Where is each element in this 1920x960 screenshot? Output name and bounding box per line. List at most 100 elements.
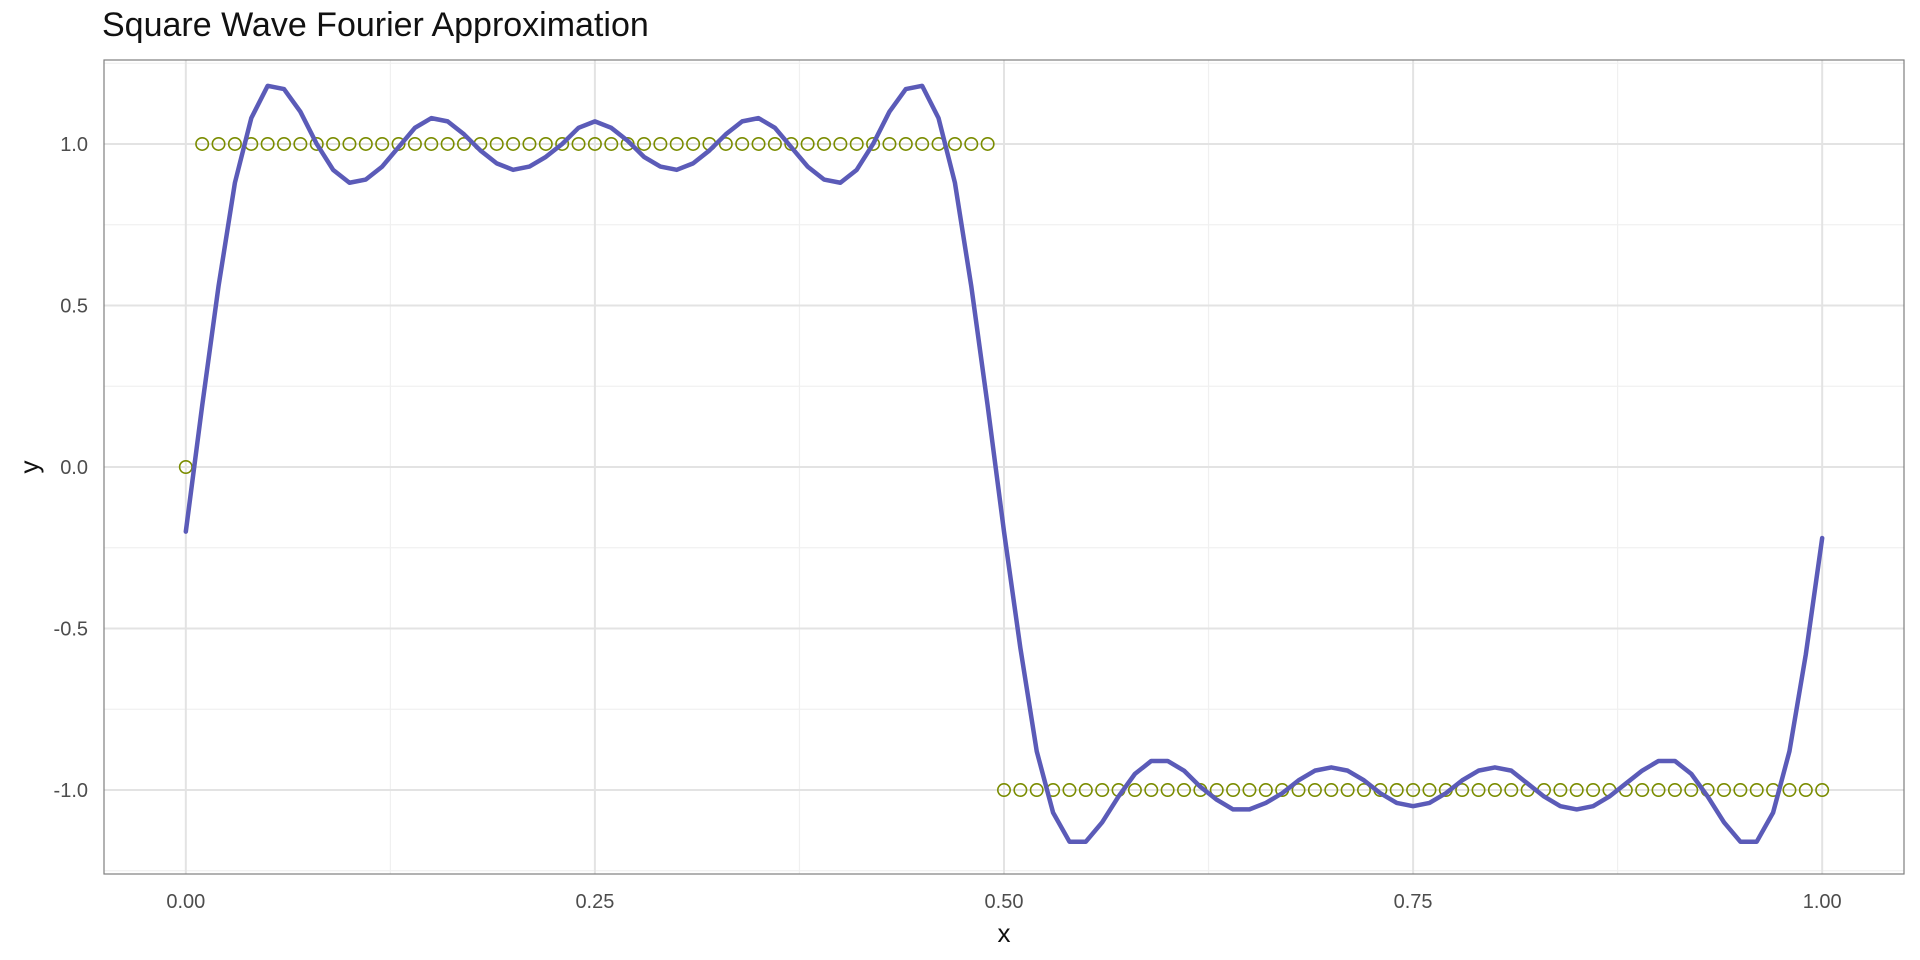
square-wave-point [1291, 783, 1306, 798]
square-wave-point [1798, 783, 1813, 798]
square-wave-point [424, 136, 439, 151]
square-wave-point [882, 136, 897, 151]
y-tick-label: -1.0 [54, 780, 88, 802]
y-tick-label: 0.5 [60, 295, 88, 317]
square-wave-point [587, 136, 602, 151]
square-wave-point [1177, 783, 1192, 798]
square-wave-point [293, 136, 308, 151]
square-wave-point [195, 136, 210, 151]
square-wave-point [1733, 783, 1748, 798]
square-wave-point [1242, 783, 1257, 798]
square-wave-point [1422, 783, 1437, 798]
x-tick-label: 0.25 [575, 891, 614, 913]
square-wave-point [1569, 783, 1584, 798]
square-wave-point [1553, 783, 1568, 798]
square-wave-point [849, 136, 864, 151]
square-wave-point [1357, 783, 1372, 798]
square-wave-point [1013, 783, 1028, 798]
square-wave-point [1324, 783, 1339, 798]
square-wave-point [1406, 783, 1421, 798]
square-wave-point [980, 136, 995, 151]
square-wave-point [1307, 783, 1322, 798]
y-tick-label: 0.0 [60, 457, 88, 479]
square-wave-point [866, 136, 881, 151]
square-wave-point [227, 136, 242, 151]
square-wave-point [1144, 783, 1159, 798]
square-wave-point [1209, 783, 1224, 798]
square-wave-point [1471, 783, 1486, 798]
square-wave-point [915, 136, 930, 151]
approximation-line [183, 83, 1825, 844]
square-wave-point [1226, 783, 1241, 798]
square-wave-point [653, 136, 668, 151]
square-wave-point [1504, 783, 1519, 798]
square-wave-point [1340, 783, 1355, 798]
major-gridlines [104, 60, 1904, 874]
square-wave-point [1455, 783, 1470, 798]
square-wave-point [800, 136, 815, 151]
x-axis-title: x [998, 918, 1011, 948]
square-wave-point [604, 136, 619, 151]
square-wave-point [964, 136, 979, 151]
y-axis-title: y [14, 461, 44, 474]
square-wave-point [1815, 783, 1830, 798]
square-wave-point [1749, 783, 1764, 798]
square-wave-point [375, 136, 390, 151]
square-wave-point [1258, 783, 1273, 798]
square-wave-point [571, 136, 586, 151]
square-wave-point [358, 136, 373, 151]
square-wave-point [326, 136, 341, 151]
square-wave-point [1717, 783, 1732, 798]
square-wave-point [735, 136, 750, 151]
square-wave-point [996, 783, 1011, 798]
square-wave-point [1635, 783, 1650, 798]
y-axis-ticks: -1.0 -0.5 0.0 0.5 1.0 [54, 134, 88, 802]
square-wave-point [555, 136, 570, 151]
square-wave-point [309, 136, 324, 151]
x-tick-label: 0.50 [985, 891, 1024, 913]
square-wave-point [669, 136, 684, 151]
plot-panel-border [103, 59, 1905, 875]
square-wave-point [342, 136, 357, 151]
square-wave-point [260, 136, 275, 151]
square-wave-point [1389, 783, 1404, 798]
y-tick-label: 1.0 [60, 134, 88, 156]
x-tick-label: 1.00 [1803, 891, 1842, 913]
x-tick-label: 0.00 [166, 891, 205, 913]
square-wave-point [456, 136, 471, 151]
square-wave-point [1160, 783, 1175, 798]
square-wave-point [816, 136, 831, 151]
square-wave-point [276, 136, 291, 151]
square-wave-point [1684, 783, 1699, 798]
x-axis-ticks: 0.00 0.25 0.50 0.75 1.00 [166, 891, 1841, 913]
approximation-line-layer [183, 83, 1825, 844]
square-wave-point [833, 136, 848, 151]
square-wave-point [1062, 783, 1077, 798]
square-wave-point [1095, 783, 1110, 798]
square-wave-point [767, 136, 782, 151]
y-tick-label: -0.5 [54, 619, 88, 641]
square-wave-point [538, 136, 553, 151]
square-wave-point [489, 136, 504, 151]
square-wave-point [1651, 783, 1666, 798]
square-wave-point [1487, 783, 1502, 798]
square-wave-point [1667, 783, 1682, 798]
chart-title: Square Wave Fourier Approximation [102, 6, 649, 44]
square-wave-point [947, 136, 962, 151]
square-wave-point [440, 136, 455, 151]
square-wave-point [686, 136, 701, 151]
square-wave-point [211, 136, 226, 151]
square-wave-point [1586, 783, 1601, 798]
square-wave-point [751, 136, 766, 151]
square-wave-point [506, 136, 521, 151]
square-wave-point [636, 136, 651, 151]
square-wave-point [898, 136, 913, 151]
square-wave-point [1029, 783, 1044, 798]
square-wave-point [1078, 783, 1093, 798]
square-wave-point [1127, 783, 1142, 798]
square-wave-point [1782, 783, 1797, 798]
square-wave-point [522, 136, 537, 151]
square-wave-point [718, 136, 733, 151]
x-tick-label: 0.75 [1394, 891, 1433, 913]
